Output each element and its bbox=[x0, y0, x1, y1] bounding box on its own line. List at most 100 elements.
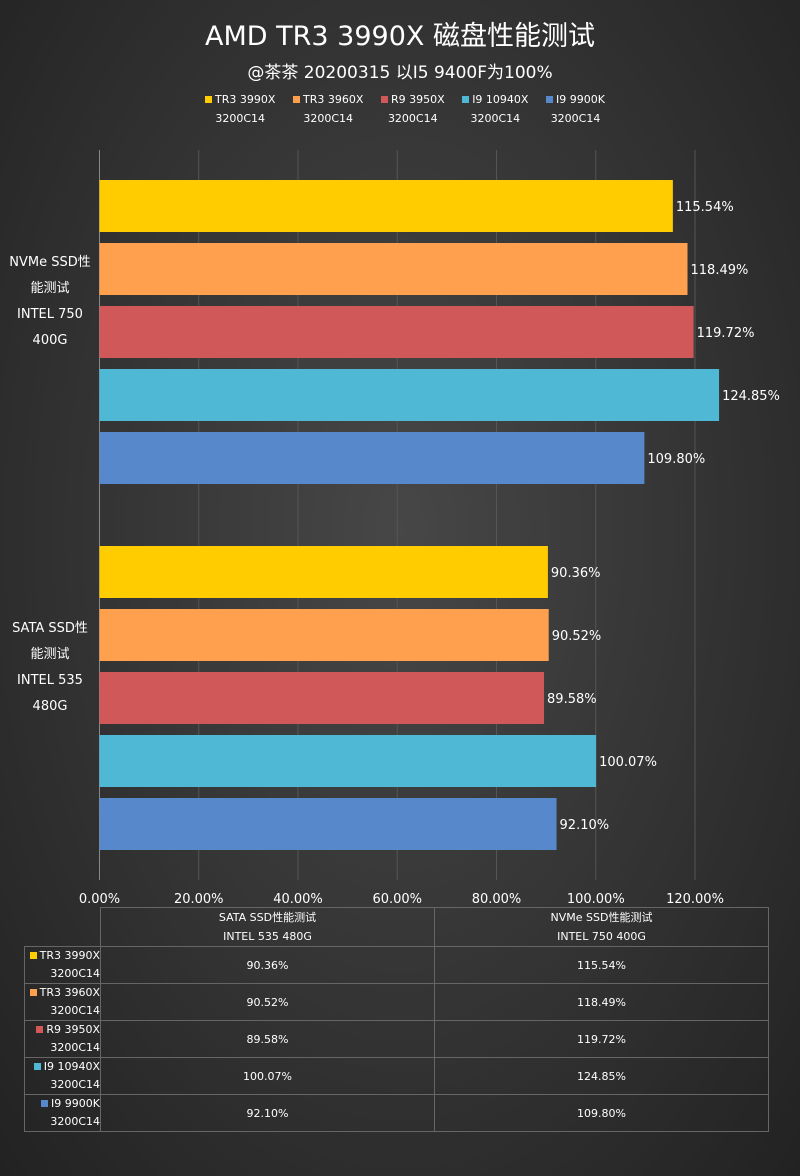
row-label: I9 9900K bbox=[51, 1097, 100, 1110]
category-label-line: 能测试 bbox=[30, 280, 70, 296]
table-corner bbox=[24, 907, 101, 947]
category-label-line: 480G bbox=[32, 698, 68, 714]
table-cell: 100.07% bbox=[100, 1057, 435, 1095]
category-label: SATA SSD性 能测试 INTEL 535 480G bbox=[5, 616, 95, 720]
table-row-header: TR3 3990X 3200C14 bbox=[24, 946, 101, 984]
row-label: TR3 3960X bbox=[39, 986, 100, 999]
table-cell: 124.85% bbox=[434, 1057, 769, 1095]
table-row: TR3 3990X 3200C14 90.36% 115.54% bbox=[24, 946, 769, 984]
legend-item: I9 10940X 3200C14 bbox=[462, 90, 528, 128]
bar bbox=[99, 609, 549, 661]
x-tick-label: 60.00% bbox=[372, 892, 422, 905]
legend-swatch bbox=[41, 1100, 49, 1107]
legend-swatch bbox=[380, 96, 388, 103]
chart-subtitle: @茶茶 20200315 以I5 9400F为100% bbox=[247, 63, 553, 83]
legend-swatch bbox=[205, 96, 212, 103]
table-row-header: I9 9900K 3200C14 bbox=[24, 1094, 101, 1132]
table-column-header: NVMe SSD性能测试 INTEL 750 400G bbox=[434, 907, 769, 947]
row-label: R9 3950X bbox=[46, 1023, 100, 1036]
legend-item: R9 3950X 3200C14 bbox=[380, 90, 445, 128]
table-cell: 109.80% bbox=[434, 1094, 769, 1132]
category-label-line: NVMe SSD性 bbox=[9, 254, 91, 270]
data-label: 118.49% bbox=[691, 263, 749, 278]
table-cell: 90.36% bbox=[100, 946, 435, 984]
row-label: I9 10940X bbox=[43, 1060, 100, 1073]
data-label: 92.10% bbox=[560, 818, 610, 833]
row-sublabel: 3200C14 bbox=[50, 1004, 100, 1017]
bar bbox=[99, 369, 720, 421]
bar bbox=[99, 180, 673, 232]
bar bbox=[99, 306, 694, 358]
bar bbox=[99, 432, 645, 484]
table-row: R9 3950X 3200C14 89.58% 119.72% bbox=[24, 1020, 769, 1058]
category-label-line: 400G bbox=[32, 332, 68, 348]
row-sublabel: 3200C14 bbox=[50, 967, 100, 980]
category-label-line: 能测试 bbox=[30, 646, 70, 662]
data-label: 115.54% bbox=[676, 200, 734, 215]
row-sublabel: 3200C14 bbox=[50, 1115, 100, 1128]
data-label: 100.07% bbox=[599, 755, 657, 770]
legend-swatch bbox=[36, 1026, 44, 1033]
column-header-line: SATA SSD性能测试 bbox=[218, 911, 317, 924]
legend-label: TR3 3990X bbox=[215, 93, 276, 106]
bar bbox=[99, 672, 545, 724]
row-sublabel: 3200C14 bbox=[50, 1041, 100, 1054]
table-row-header: TR3 3960X 3200C14 bbox=[24, 983, 101, 1021]
x-tick-label: 40.00% bbox=[273, 892, 323, 905]
table-cell: 119.72% bbox=[434, 1020, 769, 1058]
x-tick-label: 20.00% bbox=[174, 892, 224, 905]
legend-label: I9 10940X bbox=[472, 93, 529, 106]
data-label: 90.36% bbox=[551, 566, 601, 581]
bar bbox=[99, 798, 557, 850]
table-cell: 118.49% bbox=[434, 983, 769, 1021]
table-header-row: SATA SSD性能测试 INTEL 535 480G NVMe SSD性能测试 IN… bbox=[24, 907, 769, 947]
data-label: 109.80% bbox=[647, 452, 705, 467]
category-label-line: SATA SSD性 bbox=[12, 620, 88, 636]
x-tick-label: 80.00% bbox=[472, 892, 522, 905]
legend-sublabel: 3200C14 bbox=[303, 112, 353, 125]
legend-swatch bbox=[29, 989, 37, 996]
legend-label: R9 3950X bbox=[390, 93, 445, 106]
column-header-line: INTEL 750 400G bbox=[557, 930, 646, 943]
category-label-line: INTEL 535 bbox=[17, 672, 83, 688]
legend-sublabel: 3200C14 bbox=[470, 112, 521, 125]
row-sublabel: 3200C14 bbox=[50, 1078, 100, 1091]
bar bbox=[99, 546, 548, 598]
x-tick-label: 120.00% bbox=[666, 892, 724, 905]
legend: TR3 3990X 3200C14 TR3 3960X 3200C14 R9 3950X… bbox=[205, 90, 605, 128]
data-label: 90.52% bbox=[552, 629, 602, 644]
legend-swatch bbox=[29, 952, 37, 959]
legend-sublabel: 3200C14 bbox=[215, 112, 266, 125]
chart-title: AMD TR3 3990X 磁盘性能测试 bbox=[205, 21, 595, 52]
column-header-line: NVMe SSD性能测试 bbox=[550, 911, 653, 924]
legend-label: I9 9900K bbox=[556, 93, 605, 106]
column-header-line: INTEL 535 480G bbox=[223, 930, 312, 943]
row-label: TR3 3990X bbox=[39, 949, 100, 962]
data-label: 89.58% bbox=[547, 692, 597, 707]
category-label-line: INTEL 750 bbox=[17, 306, 83, 322]
category-label: NVMe SSD性 能测试 INTEL 750 400G bbox=[5, 250, 95, 354]
bar-chart: 0.00% 20.00% 40.00% 60.00% 80.00% 100.00% 120.… bbox=[99, 150, 780, 905]
table-cell: 115.54% bbox=[434, 946, 769, 984]
x-tick-label: 100.00% bbox=[567, 892, 625, 905]
table-row-header: I9 10940X 3200C14 bbox=[24, 1057, 101, 1095]
table-column-header: SATA SSD性能测试 INTEL 535 480G bbox=[100, 907, 435, 947]
legend-swatch bbox=[33, 1063, 41, 1070]
legend-swatch bbox=[292, 96, 300, 103]
legend-sublabel: 3200C14 bbox=[387, 112, 438, 125]
data-table: SATA SSD性能测试 INTEL 535 480G NVMe SSD性能测试 IN… bbox=[24, 907, 769, 1132]
table-row-header: R9 3950X 3200C14 bbox=[24, 1020, 101, 1058]
data-label: 119.72% bbox=[697, 326, 755, 341]
bar bbox=[99, 243, 688, 295]
legend-item: TR3 3990X 3200C14 bbox=[205, 90, 275, 128]
legend-item: TR3 3960X 3200C14 bbox=[292, 90, 364, 128]
table-cell: 89.58% bbox=[100, 1020, 435, 1058]
data-label: 124.85% bbox=[722, 389, 780, 404]
table-cell: 92.10% bbox=[100, 1094, 435, 1132]
legend-sublabel: 3200C14 bbox=[550, 112, 601, 125]
bar bbox=[99, 735, 597, 787]
table-row: I9 9900K 3200C14 92.10% 109.80% bbox=[24, 1094, 769, 1132]
legend-label: TR3 3960X bbox=[302, 93, 364, 106]
table-row: I9 10940X 3200C14 100.07% 124.85% bbox=[24, 1057, 769, 1095]
legend-item: I9 9900K 3200C14 bbox=[546, 90, 605, 128]
